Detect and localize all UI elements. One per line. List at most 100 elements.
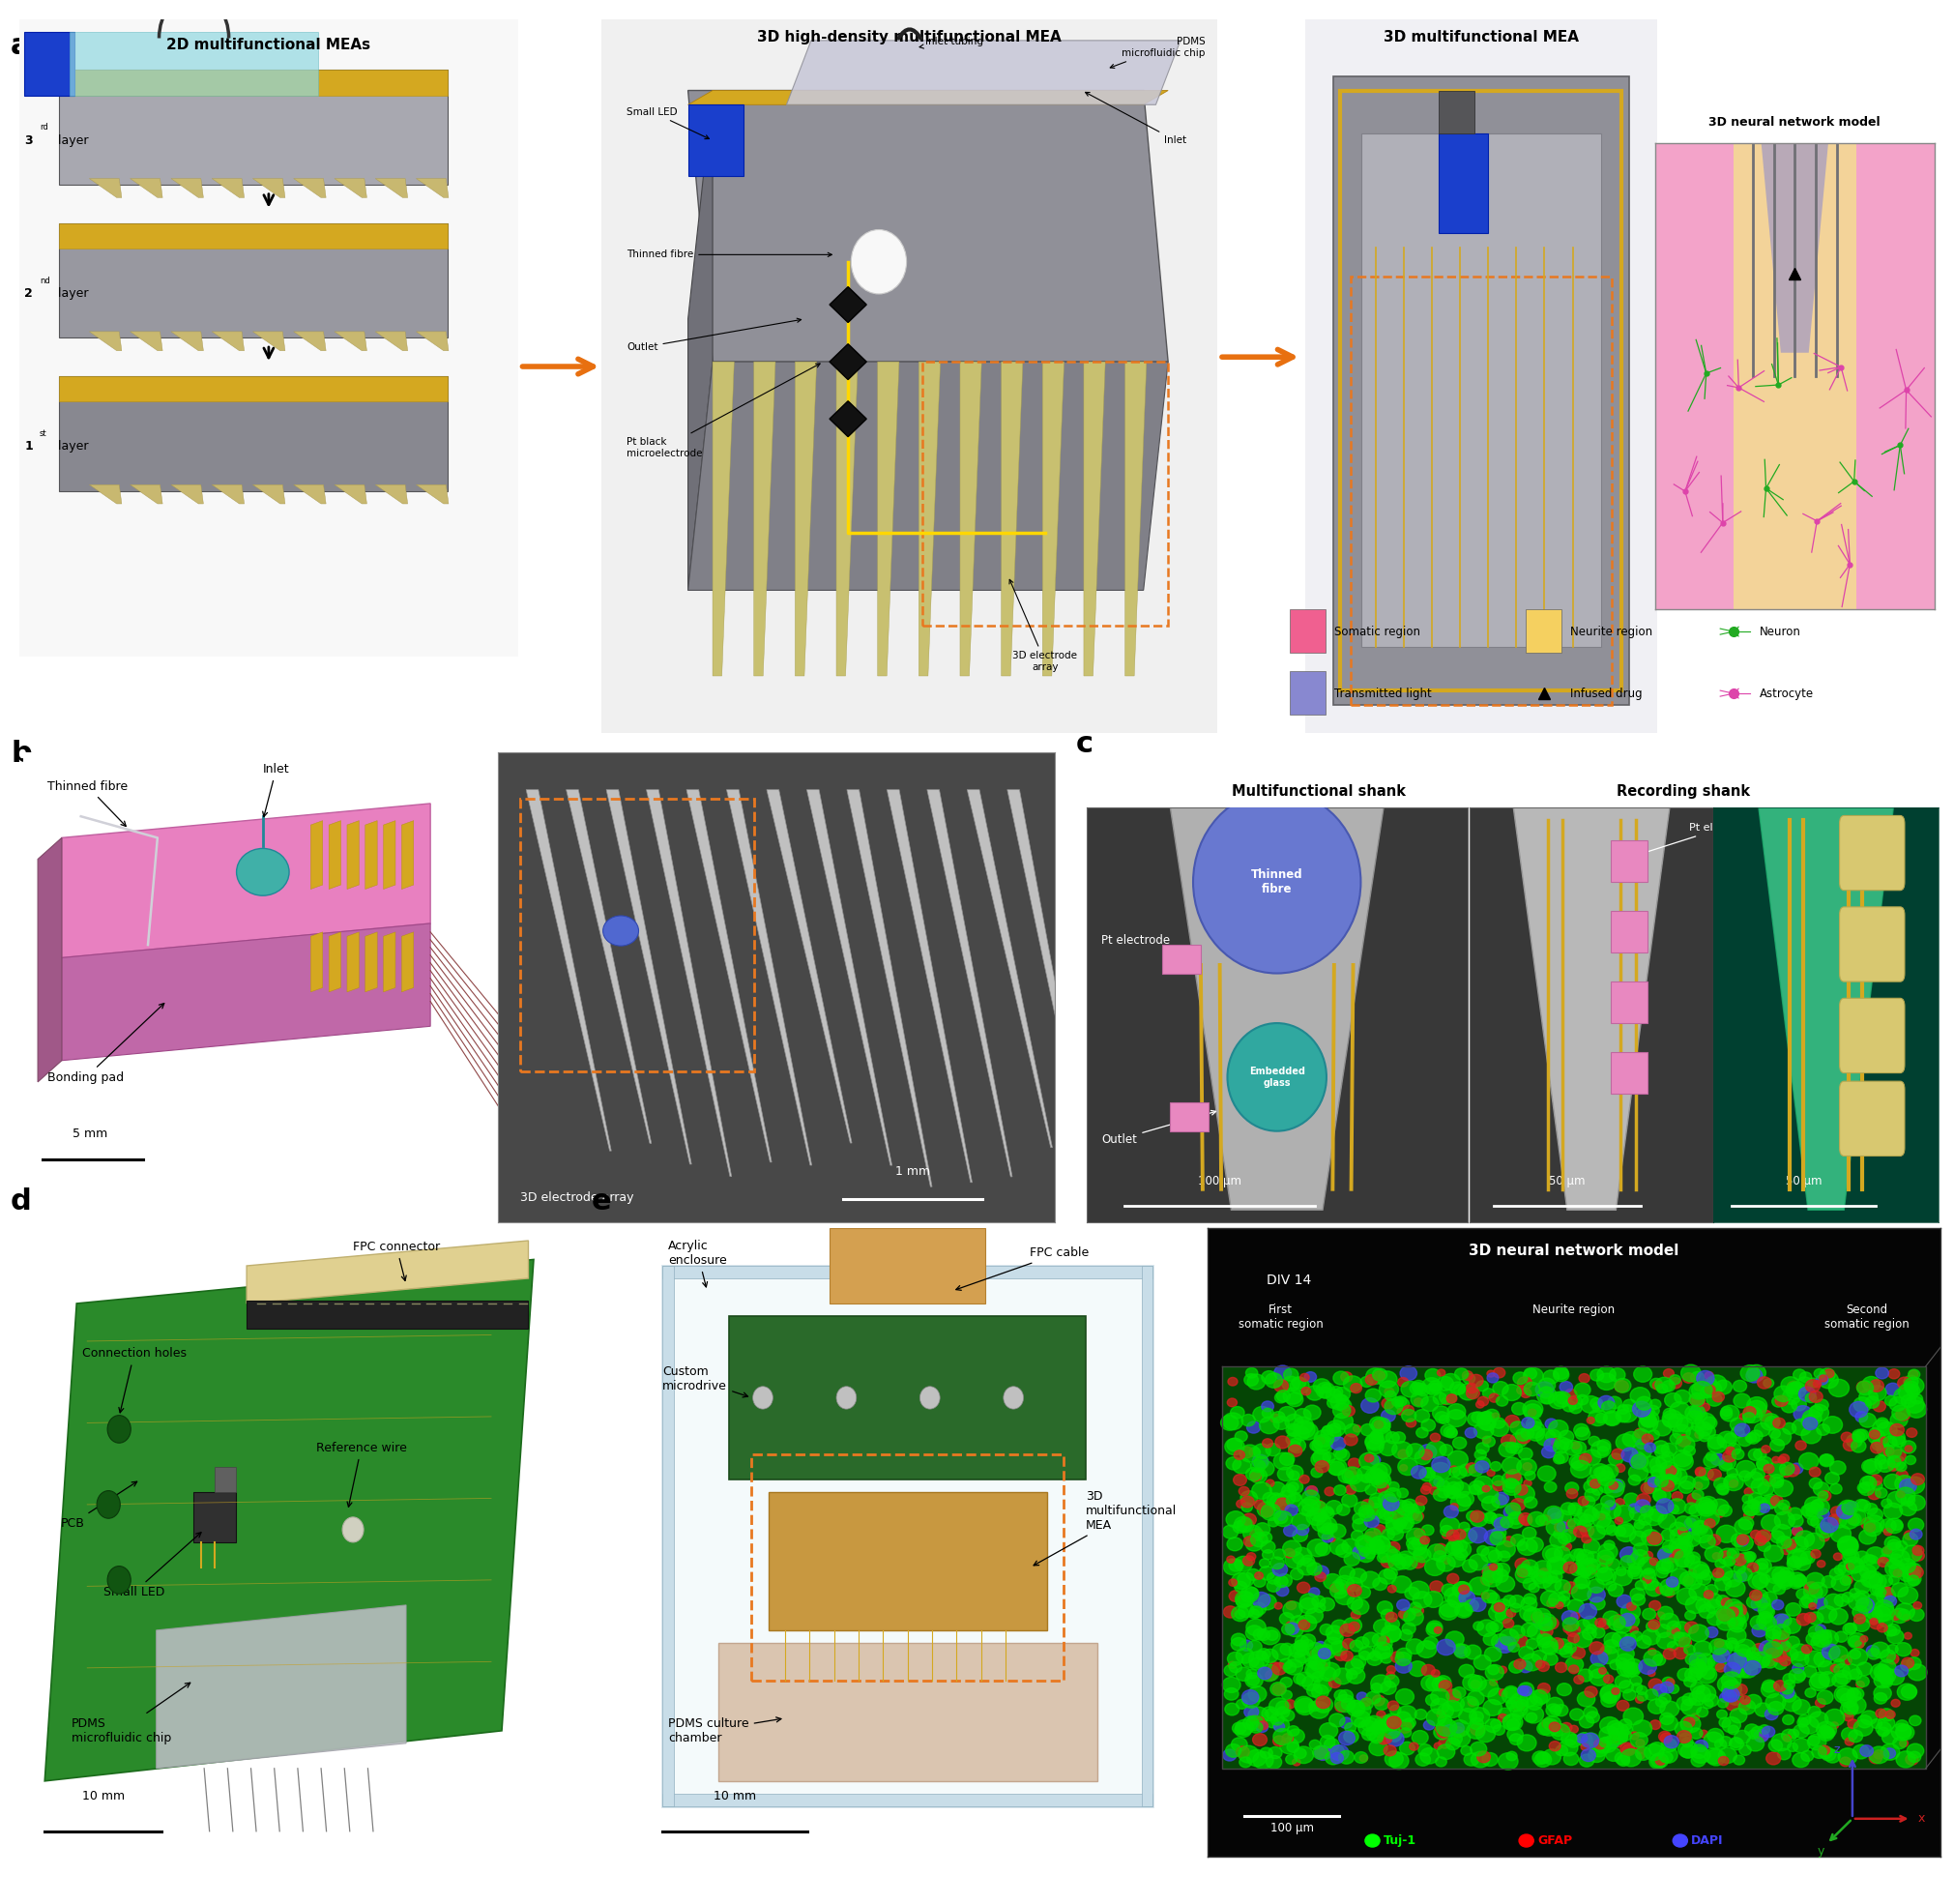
Circle shape [1721,1552,1729,1557]
Polygon shape [688,89,1168,105]
Circle shape [1635,1738,1645,1746]
Circle shape [1393,1519,1407,1529]
Circle shape [1251,1533,1268,1546]
Circle shape [1350,1639,1364,1651]
Circle shape [1499,1666,1507,1674]
Circle shape [1591,1479,1600,1489]
Circle shape [1860,1565,1876,1578]
Circle shape [1594,1738,1612,1754]
Circle shape [1852,1430,1866,1441]
Circle shape [1880,1575,1893,1586]
Circle shape [1385,1519,1403,1535]
Circle shape [1641,1457,1661,1472]
Polygon shape [375,179,408,198]
Circle shape [1702,1380,1721,1398]
Circle shape [1469,1464,1483,1476]
Circle shape [1884,1529,1891,1535]
Circle shape [1366,1716,1383,1731]
Circle shape [1358,1506,1374,1517]
Circle shape [1403,1405,1415,1415]
Circle shape [1469,1481,1485,1495]
Circle shape [1456,1603,1473,1618]
Circle shape [1249,1651,1268,1668]
Circle shape [1370,1537,1389,1554]
Circle shape [1841,1727,1858,1740]
Polygon shape [131,331,162,350]
Circle shape [1694,1740,1708,1752]
Circle shape [1520,1428,1534,1439]
Circle shape [1854,1498,1868,1510]
Circle shape [1368,1504,1385,1519]
Circle shape [1555,1601,1563,1609]
Circle shape [1858,1390,1878,1405]
Circle shape [1370,1537,1389,1554]
Circle shape [1823,1417,1843,1434]
Circle shape [1403,1622,1415,1634]
Circle shape [1809,1603,1817,1609]
Circle shape [1299,1597,1317,1615]
Polygon shape [807,790,891,1165]
Circle shape [1632,1594,1645,1605]
Polygon shape [293,486,326,505]
Circle shape [1702,1698,1714,1708]
Circle shape [1792,1700,1809,1716]
Circle shape [1528,1584,1540,1592]
Circle shape [1866,1396,1880,1409]
Circle shape [1591,1398,1602,1409]
Circle shape [1714,1569,1723,1578]
Circle shape [1446,1409,1466,1426]
Circle shape [1700,1535,1716,1548]
Circle shape [1669,1538,1688,1554]
Circle shape [1780,1641,1792,1651]
Circle shape [1356,1637,1370,1649]
Circle shape [1284,1548,1296,1557]
Circle shape [1477,1485,1499,1504]
Circle shape [1415,1529,1424,1538]
Circle shape [1876,1721,1891,1735]
Circle shape [1370,1497,1381,1508]
Circle shape [1632,1430,1651,1445]
Circle shape [1598,1514,1604,1519]
Circle shape [1835,1664,1850,1677]
Circle shape [1598,1472,1616,1485]
Circle shape [1276,1510,1286,1519]
Polygon shape [918,362,940,676]
Bar [752,1455,1063,1681]
Circle shape [1647,1533,1661,1544]
Circle shape [1256,1460,1274,1476]
Text: c: c [1077,731,1092,758]
Circle shape [1583,1497,1594,1508]
Circle shape [1733,1660,1747,1674]
Circle shape [1870,1476,1882,1485]
Circle shape [1251,1460,1266,1472]
Circle shape [1256,1502,1276,1517]
Polygon shape [90,331,121,350]
Circle shape [1466,1599,1479,1611]
Circle shape [1684,1445,1696,1457]
Circle shape [1505,1685,1518,1698]
Circle shape [1516,1700,1528,1710]
Circle shape [1692,1476,1710,1489]
Circle shape [1239,1445,1260,1462]
Text: b: b [12,741,31,767]
Circle shape [1413,1592,1432,1607]
Circle shape [1452,1723,1464,1733]
Circle shape [1614,1615,1622,1622]
Circle shape [1329,1462,1344,1476]
Circle shape [1745,1434,1757,1443]
Circle shape [1694,1662,1706,1672]
Circle shape [1225,1438,1245,1455]
Circle shape [1235,1432,1247,1441]
Circle shape [1706,1453,1718,1460]
Circle shape [1759,1611,1772,1624]
Circle shape [1841,1702,1858,1717]
Circle shape [1253,1592,1270,1607]
Circle shape [1739,1413,1747,1420]
Circle shape [1876,1422,1897,1439]
Circle shape [1555,1510,1571,1525]
Circle shape [1540,1392,1553,1403]
Circle shape [1321,1523,1335,1535]
Circle shape [1579,1603,1596,1618]
Circle shape [1352,1519,1368,1531]
Circle shape [1700,1731,1708,1738]
